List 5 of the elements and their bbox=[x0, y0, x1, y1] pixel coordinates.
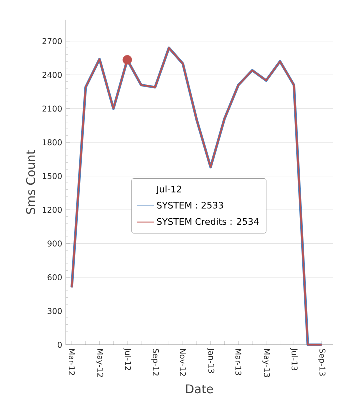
y-axis-title: Sms Count bbox=[26, 150, 36, 214]
legend-label: SYSTEM Credits : 2534 bbox=[157, 218, 259, 226]
legend-label: SYSTEM : 2533 bbox=[157, 202, 224, 209]
legend-title: Jul-12 bbox=[156, 186, 182, 194]
x-axis-title: Date bbox=[186, 384, 214, 394]
